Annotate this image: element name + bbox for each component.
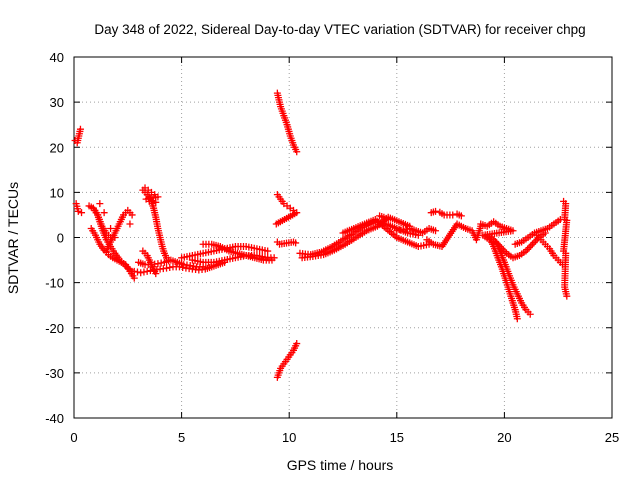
data-point-bumps-16h	[449, 211, 457, 219]
x-tick-label: 15	[390, 430, 404, 445]
data-point-band-3h-lower	[130, 267, 138, 275]
y-tick-label: 20	[50, 140, 64, 155]
data-point-early-hump	[128, 211, 136, 219]
data-point-early-loop	[126, 220, 134, 228]
x-tick-label: 10	[282, 430, 296, 445]
data-point-band-3h-lower	[163, 264, 171, 272]
axis-ticks: 0 5 10 15 20 25 -40 -30 -20 -10 0 10 20 30 40	[45, 50, 619, 445]
data-point-cluster-15h	[432, 227, 440, 235]
y-tick-label: -40	[45, 411, 64, 426]
data-point-band-3h-lower	[137, 269, 145, 277]
data-point-band-5h-7h-a	[264, 247, 272, 255]
data-point-band-5h-7h-c	[270, 254, 278, 262]
data-point-bumps-16h	[457, 212, 465, 220]
data-point-band-3h-lower	[133, 268, 141, 276]
data-point-band-3h-lower	[143, 267, 151, 275]
x-axis-label: GPS time / hours	[287, 457, 394, 473]
data-point-early-loop	[107, 224, 115, 232]
data-point-early-loop	[111, 234, 119, 241]
data-points	[71, 89, 571, 381]
y-tick-label: -10	[45, 276, 64, 291]
data-point-band-3h-lower	[166, 264, 174, 272]
data-point-band-3h-lower-b	[186, 261, 194, 269]
data-point-band-3h-lower-b	[154, 260, 162, 268]
data-point-stray-9h	[292, 239, 300, 247]
data-point-early-loop	[100, 209, 108, 217]
data-point-steep-20h-b	[526, 310, 534, 318]
y-tick-label: 40	[50, 50, 64, 65]
data-point-lower-diag-9h	[293, 340, 301, 348]
x-tick-label: 5	[178, 430, 185, 445]
data-point-early-loop	[96, 200, 104, 208]
y-tick-label: -20	[45, 321, 64, 336]
y-axis-label: SDTVAR / TECUs	[5, 182, 21, 294]
data-point-band-3h-lower-b	[157, 259, 165, 267]
y-tick-label: -30	[45, 366, 64, 381]
data-point-band-3h-lower	[146, 267, 154, 275]
data-point-early-outliers	[78, 209, 86, 217]
data-point-band-3h-lower	[140, 268, 148, 276]
data-point-tail-22h	[563, 292, 571, 300]
data-point-dip-3h	[152, 270, 160, 278]
data-point-steep-20h-a	[513, 315, 521, 323]
data-point-cluster-15h	[396, 226, 404, 234]
y-tick-label: 10	[50, 185, 64, 200]
data-point-cluster-15h	[393, 227, 401, 235]
data-point-band-3h-lower-b	[189, 262, 197, 270]
data-point-upper-diag-9h	[293, 148, 301, 156]
data-point-early-outliers	[74, 207, 82, 215]
x-tick-label: 20	[497, 430, 511, 445]
y-tick-label: 30	[50, 95, 64, 110]
data-point-early-left-b	[130, 274, 138, 282]
data-point-cluster-3h-stack	[145, 197, 153, 205]
data-point-early-outliers	[76, 125, 84, 133]
data-point-bumps-16h	[432, 207, 440, 215]
data-point-mid-diag-9h	[272, 220, 280, 228]
y-tick-label: 0	[57, 231, 64, 246]
data-point-cluster-15h	[384, 215, 392, 223]
x-tick-label: 0	[70, 430, 77, 445]
x-tick-label: 25	[605, 430, 619, 445]
data-point-cluster-3h-stack	[152, 198, 160, 206]
chart-title: Day 348 of 2022, Sidereal Day-to-day VTE…	[94, 22, 585, 37]
